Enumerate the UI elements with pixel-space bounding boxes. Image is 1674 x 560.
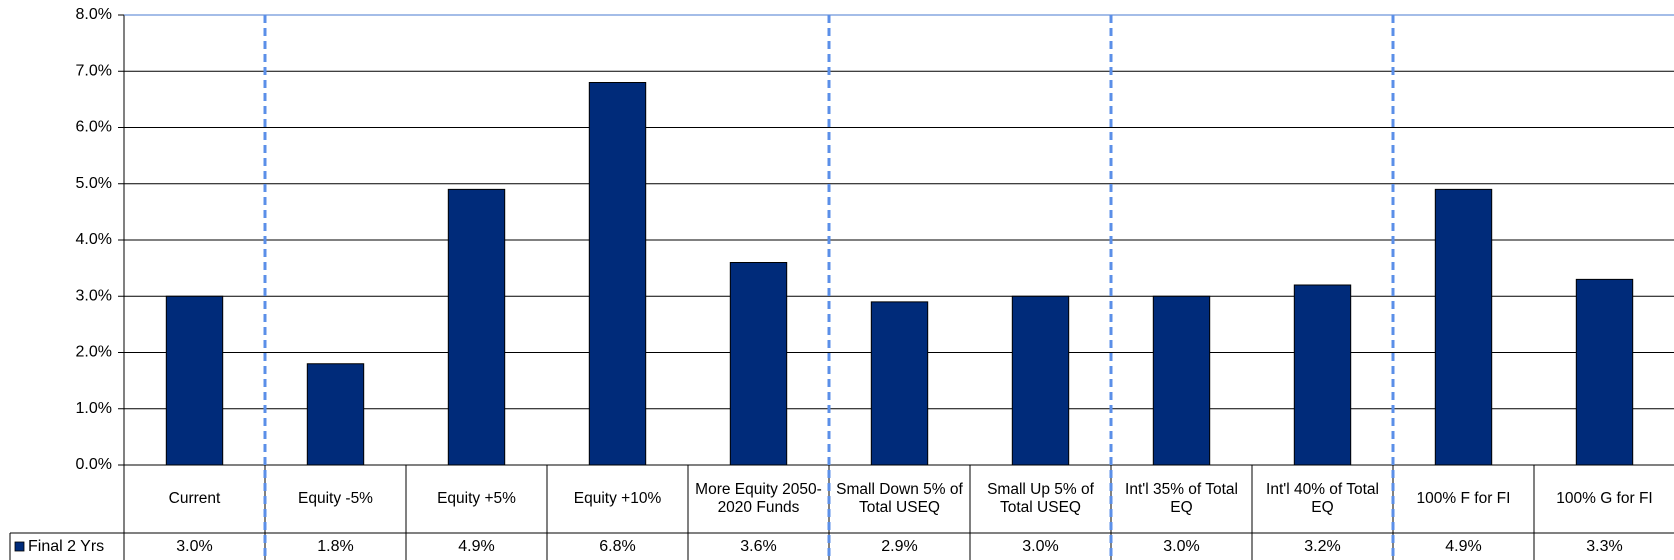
x-tick-label: Small Up 5% of Total USEQ [987,481,1094,516]
x-tick-label: Int'l 35% of Total EQ [1125,481,1238,516]
x-tick-label-box: Small Up 5% of Total USEQ [987,481,1094,516]
x-tick-label-box: Small Down 5% of Total USEQ [836,481,963,516]
data-label: 4.9% [1445,538,1481,555]
bar [1293,284,1352,466]
data-label: 3.0% [176,538,212,555]
y-tick-label: 3.0% [76,287,112,304]
x-tick-label-box: 100% G for FI [1556,490,1653,507]
y-tick-label: 6.0% [76,119,112,136]
y-tick-label: 1.0% [76,400,112,417]
x-tick-label-box: Equity +10% [573,490,662,507]
bar [729,262,788,466]
y-tick-label: 2.0% [76,344,112,361]
x-tick-label-box: Current [168,490,221,507]
bar [306,363,365,466]
x-tick-label: Equity +5% [437,490,516,507]
data-label: 1.8% [317,538,353,555]
y-tick-label: 7.0% [76,62,112,79]
bar [447,188,506,466]
data-label: 3.0% [1022,538,1058,555]
data-label: 6.8% [599,538,635,555]
y-tick-label: 5.0% [76,175,112,192]
x-tick-label-box: More Equity 2050-2020 Funds [695,481,822,516]
x-tick-label: Int'l 40% of Total EQ [1266,481,1379,516]
bar [1152,295,1211,466]
bar [165,295,224,466]
bar [1011,295,1070,466]
x-tick-label-box: Int'l 35% of Total EQ [1125,481,1238,516]
y-tick-label: 0.0% [76,456,112,473]
x-tick-label: Equity +10% [573,490,662,507]
bar [1434,188,1493,466]
legend-label: Final 2 Yrs [28,538,104,555]
bar [870,301,929,466]
x-tick-label-box: Equity +5% [437,490,516,507]
x-tick-label: Equity -5% [298,490,373,507]
data-label: 3.2% [1304,538,1340,555]
data-label: 3.3% [1586,538,1622,555]
bar [588,82,647,466]
data-label: 3.0% [1163,538,1199,555]
y-tick-label: 8.0% [76,6,112,23]
legend-swatch [14,541,25,552]
x-tick-label-box: Int'l 40% of Total EQ [1266,481,1379,516]
x-tick-label: More Equity 2050-2020 Funds [695,481,822,516]
y-tick-label: 4.0% [76,231,112,248]
x-tick-label-box: 100% F for FI [1416,490,1511,507]
x-tick-label-box: Equity -5% [298,490,373,507]
x-tick-label: Current [168,490,221,507]
x-tick-label: Small Down 5% of Total USEQ [836,481,963,516]
bar [1575,278,1634,466]
data-label: 3.6% [740,538,776,555]
data-label: 2.9% [881,538,917,555]
data-label: 4.9% [458,538,494,555]
x-tick-label: 100% F for FI [1416,490,1511,507]
x-tick-label: 100% G for FI [1556,490,1653,507]
